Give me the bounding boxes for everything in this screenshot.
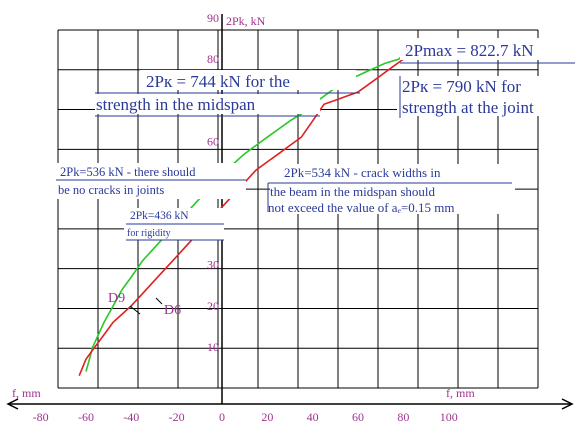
y-tick-label: 80	[207, 52, 219, 66]
annotations: 2Pmax = 822.7 kN 2Pк = 790 kN for strength…	[56, 38, 580, 241]
annotation-background	[270, 164, 515, 214]
x-axis-arrow-right	[561, 398, 574, 410]
x-tick-label: -80	[33, 410, 49, 424]
annotation-pk534-line3: not exceed the value of aₑ=0.15 mm	[268, 200, 454, 215]
x-tick-label: 60	[352, 410, 364, 424]
y-tick-label: 20	[207, 299, 219, 313]
annotation-background	[56, 163, 246, 199]
annotation-pk536-line1: 2Pk=536 kN - there should	[60, 165, 196, 179]
annotation-pmax: 2Pmax = 822.7 kN	[405, 41, 534, 60]
annotation-pk534-line1: 2Pk=534 kN - crack widths in	[284, 165, 441, 180]
y-tick-label: 10	[207, 340, 219, 354]
annotation-background	[397, 76, 579, 116]
series-label-leader	[129, 305, 141, 315]
x-tick-label: 20	[261, 410, 273, 424]
annotation-background	[95, 94, 320, 114]
annotation-pk744-line1: 2Pк = 744 kN for the	[146, 72, 290, 91]
x-tick-label: -20	[169, 410, 185, 424]
annotation-pk436-line1: 2Pk=436 kN	[130, 210, 189, 222]
x-tick-label: 80	[397, 410, 409, 424]
x-axis-label-left: f, mm	[12, 386, 41, 400]
x-tick-label: -60	[78, 410, 94, 424]
series-label-d6: D6	[164, 303, 181, 318]
x-axis-label-right: f, mm	[446, 386, 475, 400]
x-axis-arrow-left	[6, 398, 19, 410]
series-label-d9: D9	[108, 291, 125, 306]
annotation-pk790-line2: strength at the joint	[402, 98, 534, 117]
x-tick-label: 40	[307, 410, 319, 424]
series-label-leader	[155, 297, 163, 305]
x-tick-label: 100	[440, 410, 458, 424]
annotation-pk744-line2: strength in the midspan	[96, 95, 256, 114]
y-axis-label: 2Pk, kN	[226, 14, 266, 28]
annotation-pk436-line2: for rigidity	[127, 228, 171, 239]
x-tick-label: -40	[123, 410, 139, 424]
annotation-background	[140, 70, 356, 90]
y-tick-label: 60	[207, 134, 219, 148]
series-line-d9	[85, 48, 413, 372]
x-tick-label: 0	[219, 410, 225, 424]
annotation-pk790-line1: 2Pк = 790 kN for	[402, 77, 521, 96]
annotation-pk536-line2: be no cracks in joints	[58, 183, 164, 197]
y-tick-label: 90	[207, 11, 219, 25]
y-tick-label: 30	[207, 258, 219, 272]
annotation-background	[400, 38, 580, 60]
annotation-pk534-line2: the beam in the midspan should	[270, 184, 436, 199]
